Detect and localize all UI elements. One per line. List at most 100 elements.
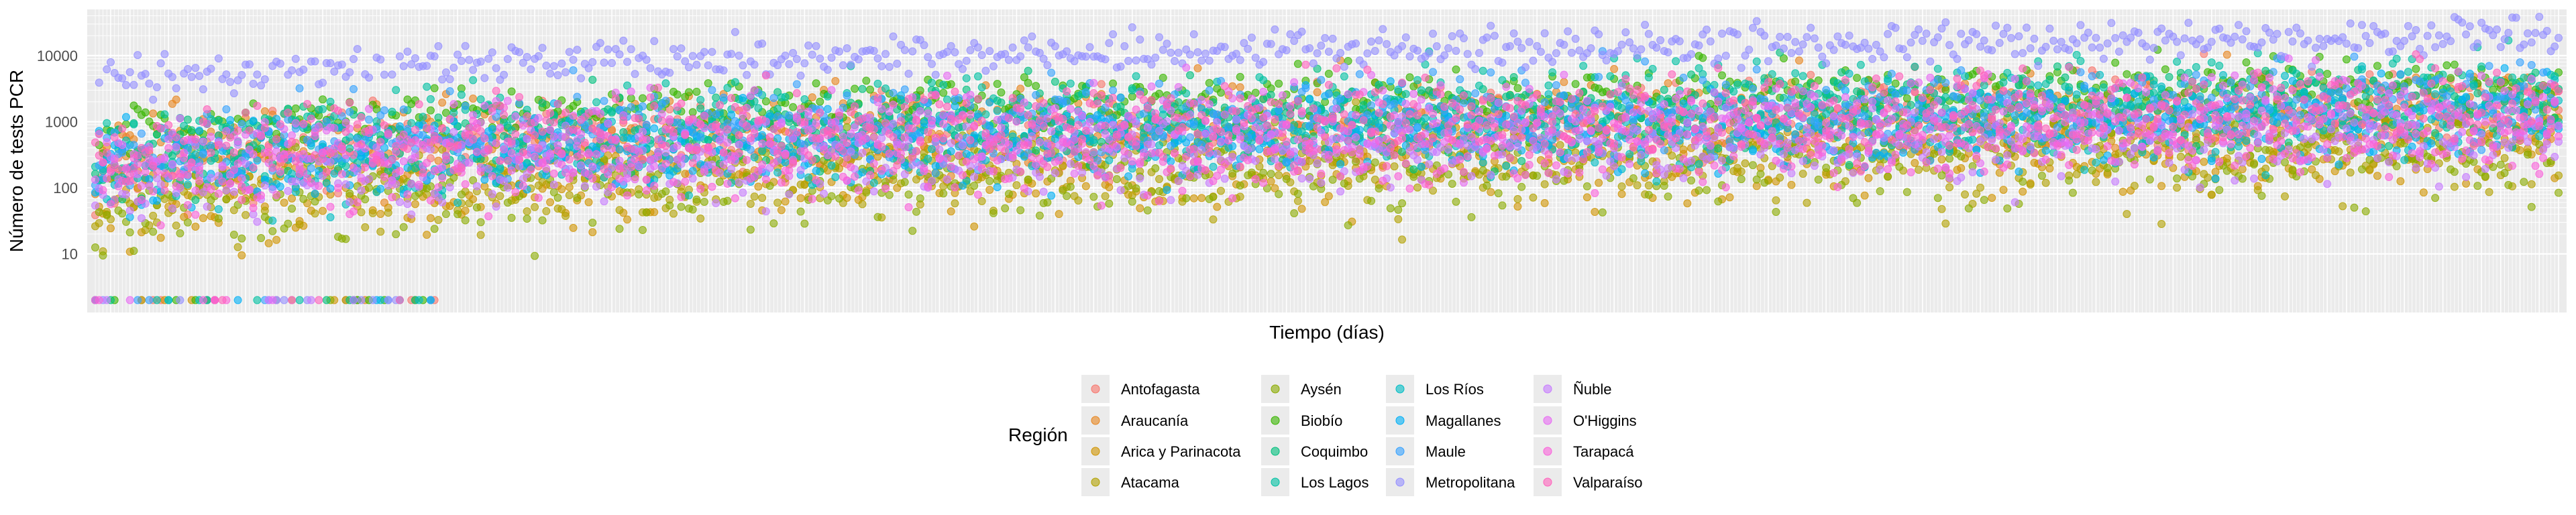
data-point xyxy=(260,107,269,115)
data-point xyxy=(2339,202,2347,211)
data-point xyxy=(345,189,354,198)
data-point xyxy=(2447,74,2455,82)
data-point xyxy=(1282,174,1291,183)
data-point xyxy=(2173,174,2182,183)
data-point xyxy=(2215,186,2224,194)
data-point xyxy=(507,87,516,96)
data-point xyxy=(1032,189,1040,198)
data-point xyxy=(1324,70,1333,78)
data-point xyxy=(769,219,778,228)
data-point xyxy=(507,213,516,222)
data-point xyxy=(2068,188,2077,197)
data-point xyxy=(199,214,207,223)
data-point xyxy=(1394,205,1403,214)
data-point xyxy=(531,251,539,260)
data-point xyxy=(1313,88,1322,97)
data-point xyxy=(1760,178,1769,187)
data-point xyxy=(357,208,366,217)
data-point xyxy=(1097,80,1106,89)
data-point xyxy=(1714,197,1723,206)
data-point xyxy=(311,209,319,218)
data-point xyxy=(1999,186,2008,194)
data-point xyxy=(172,95,180,104)
data-point xyxy=(904,190,913,199)
data-point xyxy=(1267,91,1275,99)
data-point xyxy=(1413,183,1422,192)
data-point xyxy=(1394,215,1403,223)
data-point xyxy=(557,185,566,194)
data-point xyxy=(118,209,127,218)
data-point xyxy=(1513,194,1522,203)
data-point xyxy=(361,223,370,231)
data-point xyxy=(1945,154,1954,163)
data-point xyxy=(688,108,697,117)
data-point xyxy=(191,223,200,231)
data-point xyxy=(469,94,478,103)
data-point xyxy=(2123,70,2131,78)
data-point xyxy=(1409,82,1418,91)
data-point xyxy=(947,80,955,89)
data-point xyxy=(237,234,246,243)
data-point xyxy=(1976,183,1985,192)
data-point xyxy=(2473,182,2482,190)
data-point xyxy=(1540,198,1549,207)
data-point xyxy=(1591,208,1599,217)
data-point xyxy=(1324,192,1333,201)
data-points xyxy=(91,13,2563,304)
data-point xyxy=(237,251,246,260)
data-point xyxy=(1864,174,1873,182)
data-point xyxy=(322,296,331,304)
data-point xyxy=(2207,190,2216,199)
data-point xyxy=(1390,162,1399,171)
data-point xyxy=(1529,193,1538,202)
data-point xyxy=(1560,176,1568,185)
data-point xyxy=(939,182,948,190)
data-point xyxy=(1105,199,1114,208)
data-point xyxy=(1089,192,1098,201)
data-point xyxy=(1502,172,1511,181)
data-point xyxy=(2019,187,2027,196)
data-point xyxy=(1043,198,1052,207)
data-point xyxy=(1860,191,1869,200)
data-point xyxy=(1772,196,1780,205)
data-point xyxy=(1941,219,1950,228)
data-point xyxy=(430,84,439,93)
data-point xyxy=(465,199,474,208)
data-point xyxy=(1772,207,1780,216)
data-point xyxy=(1937,155,1946,164)
data-point xyxy=(299,194,308,203)
data-point xyxy=(1517,182,1526,191)
data-point xyxy=(1367,196,1376,205)
data-point xyxy=(1664,79,1672,88)
data-point xyxy=(1124,182,1133,190)
data-point xyxy=(476,231,485,239)
data-point xyxy=(1409,165,1418,174)
data-point xyxy=(2088,166,2096,175)
data-point xyxy=(692,195,701,204)
data-point xyxy=(1660,182,1668,190)
data-point xyxy=(311,197,319,206)
data-point xyxy=(1216,186,1225,195)
data-point xyxy=(1275,190,1283,198)
data-point xyxy=(214,214,223,223)
data-point xyxy=(538,216,547,225)
data-point xyxy=(476,218,485,227)
data-point xyxy=(2500,154,2509,162)
data-point xyxy=(1467,213,1476,221)
data-point xyxy=(2462,179,2471,188)
data-point xyxy=(2281,192,2289,201)
data-point xyxy=(1209,192,1218,201)
data-point xyxy=(588,228,597,237)
data-point xyxy=(584,198,593,207)
data-point xyxy=(1136,204,1144,213)
data-point xyxy=(1644,181,1653,190)
data-point xyxy=(1051,77,1059,86)
data-point xyxy=(827,192,836,201)
data-point xyxy=(2173,183,2182,192)
data-point xyxy=(924,135,932,144)
data-point xyxy=(553,193,562,202)
data-point xyxy=(1024,78,1032,87)
data-point xyxy=(1803,198,1811,207)
data-point xyxy=(2342,55,2351,64)
data-point xyxy=(183,218,192,227)
